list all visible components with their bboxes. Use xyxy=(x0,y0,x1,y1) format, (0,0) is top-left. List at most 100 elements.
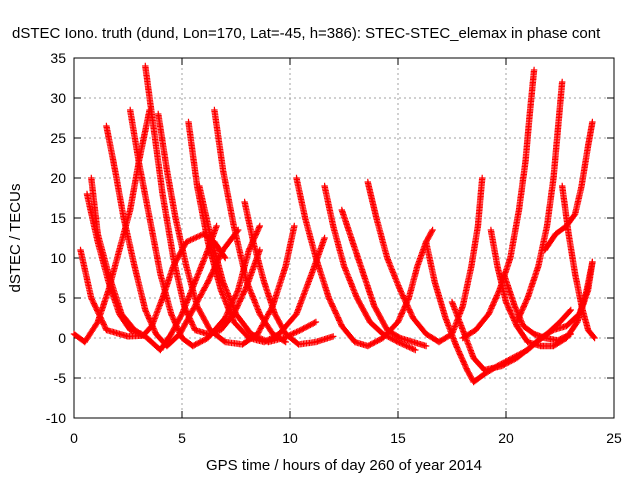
data-point xyxy=(552,345,555,347)
data-point xyxy=(354,341,356,343)
data-point xyxy=(157,113,160,115)
data-point xyxy=(96,241,99,243)
data-point xyxy=(224,317,226,319)
data-point xyxy=(516,325,518,327)
data-point xyxy=(483,369,486,371)
data-point xyxy=(332,225,335,227)
data-point xyxy=(224,341,226,343)
data-point xyxy=(172,257,175,259)
data-point xyxy=(397,341,399,343)
data-point xyxy=(258,225,261,227)
x-tick-label: 20 xyxy=(498,430,514,446)
data-point xyxy=(425,241,427,243)
data-point xyxy=(114,169,116,171)
data-point xyxy=(438,341,440,343)
data-point xyxy=(587,145,589,147)
data-point xyxy=(129,209,131,211)
data-point xyxy=(477,225,479,227)
data-point xyxy=(144,309,147,311)
x-axis-label: GPS time / hours of day 260 of year 2014 xyxy=(206,457,482,474)
x-tick-label: 25 xyxy=(606,430,622,446)
data-point xyxy=(412,317,414,319)
data-point xyxy=(161,193,164,195)
data-point xyxy=(90,297,93,299)
data-point xyxy=(241,343,244,346)
data-point xyxy=(544,249,546,251)
data-point xyxy=(304,217,306,219)
data-point xyxy=(528,113,531,115)
plot-frame xyxy=(73,57,615,419)
data-point xyxy=(526,297,529,299)
data-point xyxy=(209,329,211,331)
data-point xyxy=(425,333,427,335)
y-tick-label: -10 xyxy=(46,410,66,426)
series-markers xyxy=(321,182,419,354)
data-point xyxy=(397,321,399,323)
data-point xyxy=(222,249,224,251)
data-point xyxy=(215,225,218,227)
data-point xyxy=(192,345,194,347)
data-point xyxy=(248,249,250,251)
y-tick-label: 5 xyxy=(58,290,66,306)
y-tick-label: -5 xyxy=(54,370,67,386)
data-point xyxy=(174,217,177,219)
data-point xyxy=(462,337,464,339)
data-point xyxy=(559,321,561,323)
data-point xyxy=(513,305,516,307)
data-point xyxy=(107,281,110,283)
series-pass-08 xyxy=(155,110,298,348)
data-point xyxy=(122,217,125,219)
data-point xyxy=(250,333,252,335)
data-point xyxy=(341,325,343,327)
data-point xyxy=(565,325,568,327)
y-tick-label: 20 xyxy=(50,170,66,186)
data-point xyxy=(194,329,196,331)
data-point xyxy=(90,177,93,179)
data-point xyxy=(416,265,419,267)
data-point xyxy=(414,349,417,351)
data-point xyxy=(455,345,458,347)
data-point xyxy=(192,309,194,311)
data-point xyxy=(552,177,555,179)
data-point xyxy=(356,297,358,299)
data-point xyxy=(462,329,464,331)
data-point xyxy=(399,289,401,291)
series-pass-14 xyxy=(321,182,419,354)
series-pass-12 xyxy=(241,198,337,348)
data-point xyxy=(166,345,168,347)
data-point xyxy=(194,281,196,283)
data-point xyxy=(118,313,121,315)
data-point xyxy=(252,241,255,243)
data-point xyxy=(183,305,185,307)
data-point xyxy=(129,109,131,111)
y-tick-label: 10 xyxy=(50,250,66,266)
data-point xyxy=(148,217,151,219)
data-point xyxy=(170,313,172,315)
data-point xyxy=(444,317,447,319)
data-point xyxy=(96,321,99,323)
series-pass-10 xyxy=(196,182,320,346)
data-point xyxy=(399,337,401,339)
data-point xyxy=(576,321,579,323)
data-point xyxy=(509,257,512,259)
x-tick-label: 0 xyxy=(70,430,78,446)
data-point xyxy=(362,273,365,275)
data-point xyxy=(300,329,302,331)
data-point xyxy=(524,161,527,163)
data-point xyxy=(220,289,222,291)
data-point xyxy=(207,281,209,283)
data-point xyxy=(284,333,287,335)
data-point xyxy=(539,345,542,347)
data-point xyxy=(222,281,224,283)
data-point xyxy=(133,265,136,267)
x-tick-label: 15 xyxy=(390,430,406,446)
data-point xyxy=(496,265,499,267)
data-point xyxy=(328,297,330,299)
data-point xyxy=(315,341,317,343)
data-point xyxy=(451,301,453,303)
chart-title: dSTEC Iono. truth (dund, Lon=170, Lat=-4… xyxy=(12,25,601,42)
data-point xyxy=(127,335,129,338)
data-point xyxy=(522,325,525,327)
data-point xyxy=(483,373,486,375)
data-point xyxy=(155,333,157,335)
